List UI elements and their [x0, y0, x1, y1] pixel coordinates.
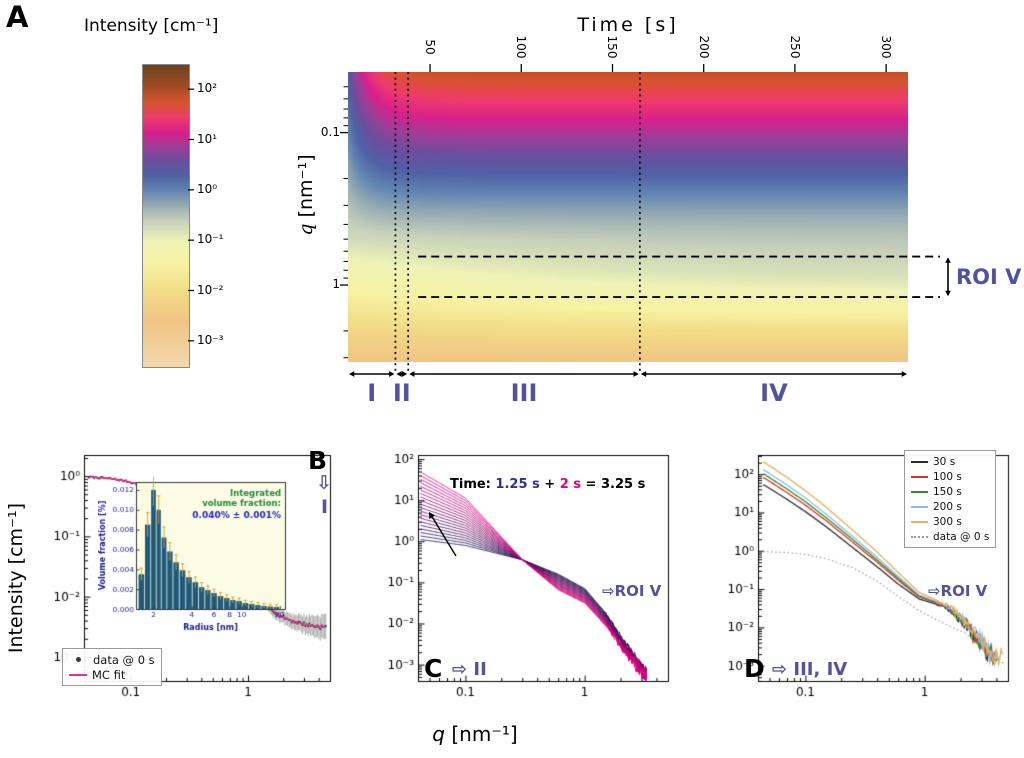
legend-entry: MC fit: [69, 667, 155, 682]
arrowhead: [945, 257, 951, 263]
heatmap: [348, 72, 908, 362]
legend-entry: 150 s: [911, 484, 989, 499]
roi-pointer-d-label: ROI V: [940, 582, 988, 600]
panel-b-legend: data @ 0 s MC fit: [62, 648, 162, 686]
q-tick-label: 0.1: [320, 124, 340, 139]
legend-entry-label: data @ 0 s: [93, 652, 155, 667]
time-tick-label: 100: [514, 35, 529, 59]
time-annotation-plus: +: [539, 477, 560, 492]
legend-entry-label: data @ 0 s: [933, 530, 990, 543]
c-region-arrow-icon: ⇨: [452, 659, 468, 680]
legend-line-marker: [911, 535, 928, 538]
time-axis-title-text: Time [s]: [577, 14, 679, 36]
arrowhead: [349, 371, 355, 377]
a-y-label-q: q: [295, 223, 317, 236]
colorbar-title: Intensity [cm⁻¹]: [84, 16, 219, 36]
panel-a-label: A: [6, 0, 29, 34]
legend-entry-label: 150 s: [933, 485, 962, 498]
c-region-label: ⇨ II: [452, 659, 487, 680]
roi-pointer-c: ⇨ROI V: [602, 582, 661, 600]
legend-entry: data @ 0 s: [911, 529, 989, 544]
c-region-text: II: [473, 659, 487, 680]
colorbar-tick-label: 10⁻²: [197, 282, 224, 297]
legend-line-marker: [911, 490, 928, 493]
d-region-label: ⇨ III, IV: [772, 659, 847, 680]
legend-entry: data @ 0 s: [69, 652, 155, 667]
a-y-label-unit: [nm⁻¹]: [295, 154, 317, 224]
q-tick-label: 1: [332, 277, 340, 292]
arrowhead: [409, 371, 415, 377]
x-axis-label-unit: [nm⁻¹]: [445, 722, 518, 746]
colorbar: [142, 64, 190, 368]
legend-entry: 30 s: [911, 454, 989, 469]
legend-line-marker: [911, 505, 928, 508]
legend-entry: 300 s: [911, 514, 989, 529]
panel-d-label: D: [744, 654, 765, 683]
time-annotation-eq: = 3.25 s: [581, 477, 646, 492]
time-start-value: 1.25 s: [495, 477, 540, 492]
roi-pointer-d: ⇨ROI V: [928, 582, 987, 600]
arrowhead: [945, 290, 951, 297]
roi-v-label: ROI V: [956, 264, 1022, 289]
a-y-axis-label: q [nm⁻¹]: [295, 154, 317, 235]
legend-entry-label: 100 s: [933, 470, 962, 483]
legend-entry-label: 300 s: [933, 515, 962, 528]
time-tick-label: 150: [605, 35, 620, 59]
legend-entry: 100 s: [911, 469, 989, 484]
x-axis-label: q [nm⁻¹]: [432, 722, 517, 746]
x-axis-label-q: q: [432, 722, 445, 746]
panel-c-plot: [370, 443, 680, 715]
region-label-II: II: [392, 379, 411, 407]
d-region-text: III, IV: [793, 659, 848, 680]
b-down-arrow-icon: ⇩: [316, 472, 332, 494]
roi-pointer-c-label: ROI V: [614, 582, 662, 600]
arrowhead: [401, 371, 408, 377]
time-annotation: Time: 1.25 s + 2 s = 3.25 s: [450, 477, 645, 492]
panel-b-inset: [98, 477, 290, 633]
legend-entry-label: 200 s: [933, 500, 962, 513]
arrowhead: [396, 371, 402, 377]
arrowhead: [901, 371, 907, 377]
colorbar-tick-label: 10⁰: [197, 181, 218, 196]
colorbar-tick-label: 10⁻¹: [197, 232, 224, 247]
time-step-value: 2 s: [559, 477, 582, 492]
legend-dot-marker: [76, 657, 81, 662]
arrowhead: [389, 371, 395, 377]
time-tick-label: 50: [423, 39, 438, 55]
legend-line-marker: [69, 673, 87, 676]
colorbar-tick-label: 10⁻³: [197, 332, 224, 347]
legend-line-marker: [911, 475, 928, 478]
region-label-I: I: [367, 379, 377, 407]
legend-entry-label: 30 s: [933, 455, 956, 468]
d-region-arrow-icon: ⇨: [772, 659, 788, 680]
legend-line-marker: [911, 520, 928, 523]
legend-entry-label: MC fit: [92, 667, 126, 682]
time-annotation-pre: Time:: [450, 477, 496, 492]
time-tick-label: 200: [696, 35, 711, 59]
arrowhead: [633, 371, 639, 377]
time-axis-title: Time [s]: [577, 14, 678, 36]
panel-b-label: B: [308, 446, 328, 475]
panel-c-label: C: [424, 654, 443, 683]
region-label-IV: IV: [760, 379, 788, 407]
colorbar-tick-label: 10²: [197, 81, 218, 96]
panel-d-legend: 30 s 100 s 150 s 200 s 300 s data @ 0 s: [904, 450, 997, 548]
arrowhead: [640, 371, 647, 377]
region-label-III: III: [510, 379, 538, 407]
time-tick-label: 300: [879, 35, 894, 59]
legend-line-marker: [911, 460, 928, 463]
roi-pointer-c-arrow-icon: ⇨: [602, 582, 615, 600]
b-region-label: I: [321, 496, 329, 518]
roi-pointer-d-arrow-icon: ⇨: [928, 582, 941, 600]
time-tick-label: 250: [787, 35, 802, 59]
legend-entry: 200 s: [911, 499, 989, 514]
colorbar-tick-label: 10¹: [197, 131, 218, 146]
